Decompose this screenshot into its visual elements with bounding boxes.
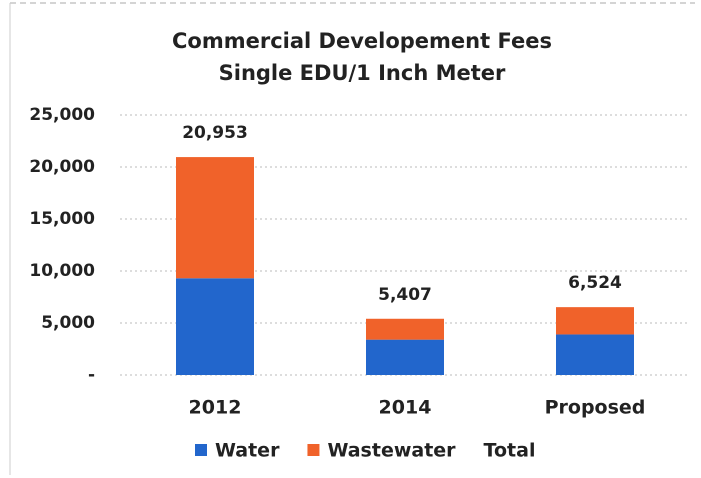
chart-title: Commercial Developement Fees: [172, 29, 552, 53]
bar-segment: [366, 339, 444, 375]
y-tick-label: 5,000: [41, 313, 95, 333]
y-tick-label: 10,000: [29, 261, 95, 281]
legend-label: Wastewater: [327, 440, 456, 462]
bar-segment: [176, 157, 254, 279]
legend-label: Total: [484, 440, 536, 462]
bar-segment: [556, 334, 634, 375]
x-tick-label: Proposed: [545, 397, 646, 419]
y-tick-label: 25,000: [29, 105, 95, 125]
y-tick-label: 20,000: [29, 157, 95, 177]
legend-swatch: [307, 444, 320, 456]
x-tick-label: 2012: [189, 397, 242, 419]
bar-segment: [556, 307, 634, 335]
bar-segment: [366, 318, 444, 340]
total-label: 20,953: [182, 123, 248, 143]
y-tick-label: 15,000: [29, 209, 95, 229]
y-tick-label: -: [88, 365, 95, 385]
total-label: 6,524: [568, 273, 622, 293]
legend-swatch: [195, 444, 207, 456]
x-tick-label: 2014: [379, 397, 432, 419]
total-label: 5,407: [378, 285, 432, 305]
legend-label: Water: [215, 440, 280, 462]
bar-segment: [176, 278, 254, 375]
chart-subtitle: Single EDU/1 Inch Meter: [219, 61, 506, 85]
